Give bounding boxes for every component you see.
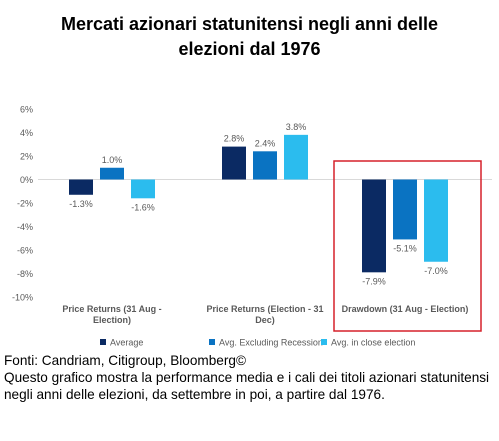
chart-title-line-2: elezioni dal 1976 [178, 39, 321, 59]
category-label: Election) [93, 315, 131, 325]
category-label: Dec) [255, 315, 275, 325]
highlight-box [333, 160, 482, 332]
bar [424, 179, 448, 262]
y-tick-label: 2% [20, 152, 33, 162]
bar-chart: 6% 4% 2% 0% -2% -4% -6% -8% -10% -1.3% 2.8% -7.9% 1.… [12, 105, 492, 348]
source-note: Fonti: Candriam, Citigroup, Bloomberg© [4, 353, 246, 368]
category-label: Price Returns (Election - 31 [206, 304, 323, 314]
data-label: 2.4% [255, 138, 276, 148]
bar [284, 134, 308, 180]
y-tick-label: -4% [17, 222, 33, 232]
y-tick-label: -10% [12, 293, 33, 303]
y-tick-label: 4% [20, 128, 33, 138]
data-label: -1.6% [131, 202, 155, 212]
bar [100, 167, 124, 180]
bar [222, 146, 246, 180]
data-label: 2.8% [224, 134, 245, 144]
data-label: -7.9% [362, 276, 386, 286]
legend-label: Avg. Excluding Recession [219, 338, 323, 348]
bar [362, 179, 386, 273]
bar [393, 179, 417, 240]
bar [69, 179, 93, 195]
chart-footnote: Fonti: Candriam, Citigroup, Bloomberg© Q… [4, 352, 496, 403]
chart-title-line-1: Mercati azionari statunitensi negli anni… [60, 14, 439, 34]
y-tick-label: 0% [20, 175, 33, 185]
legend-label: Average [110, 338, 143, 348]
bar [253, 151, 277, 180]
chart-title: Mercati azionari statunitensi negli anni… [0, 12, 499, 62]
data-label: -7.0% [424, 266, 448, 276]
data-label: 1.0% [102, 155, 123, 165]
y-tick-label: -8% [17, 269, 33, 279]
y-tick-label: -2% [17, 199, 33, 209]
category-label: Drawdown (31 Aug - Election) [342, 304, 469, 314]
legend-swatch [321, 339, 327, 345]
legend-swatch [100, 339, 106, 345]
legend-swatch [209, 339, 215, 345]
data-label: -1.3% [69, 199, 93, 209]
bar [131, 179, 155, 199]
data-label: -5.1% [393, 243, 417, 253]
category-label: Price Returns (31 Aug - [62, 304, 161, 314]
chart-caption: Questo grafico mostra la performance med… [4, 370, 490, 402]
legend-label: Avg. in close election [331, 338, 415, 348]
data-label: 3.8% [286, 122, 307, 132]
y-tick-label: 6% [20, 105, 33, 115]
y-tick-label: -6% [17, 246, 33, 256]
